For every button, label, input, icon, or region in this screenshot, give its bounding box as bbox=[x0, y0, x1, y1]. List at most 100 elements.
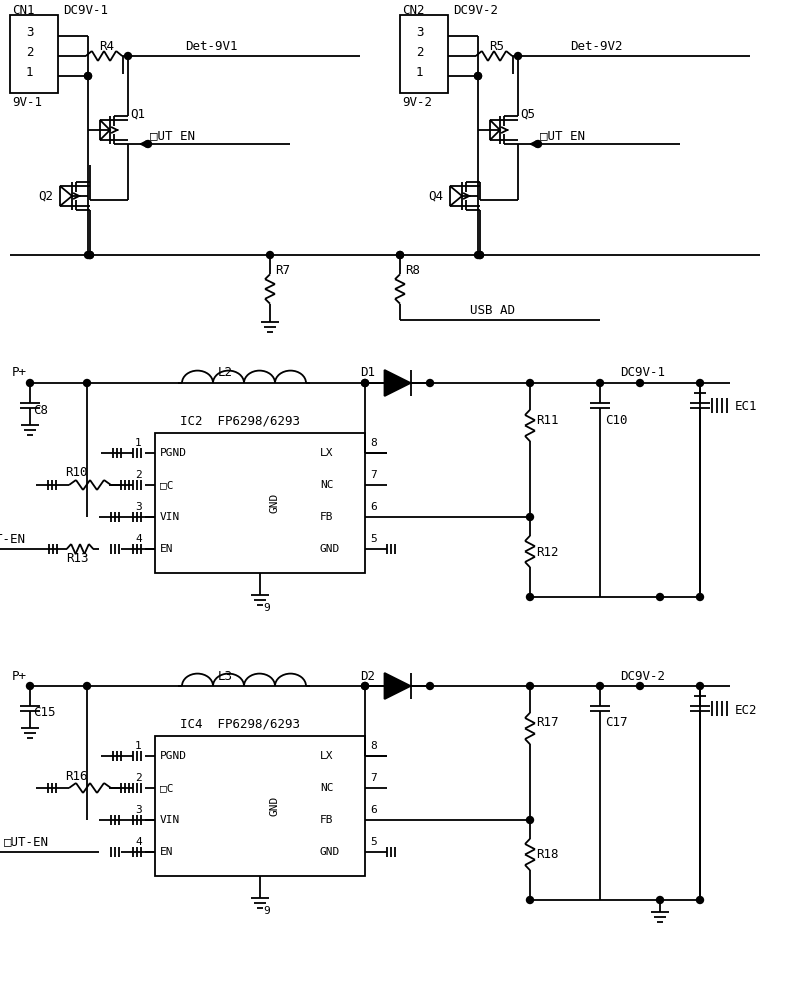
Circle shape bbox=[27, 379, 34, 386]
Text: □C: □C bbox=[160, 783, 173, 793]
Text: LX: LX bbox=[320, 448, 334, 458]
Circle shape bbox=[597, 379, 604, 386]
Circle shape bbox=[85, 251, 92, 258]
Text: R18: R18 bbox=[536, 848, 558, 861]
Text: EC2: EC2 bbox=[735, 704, 758, 716]
Text: VIN: VIN bbox=[160, 815, 181, 825]
Text: FB: FB bbox=[320, 815, 334, 825]
Text: EN: EN bbox=[160, 847, 173, 857]
Circle shape bbox=[85, 73, 92, 80]
Text: C15: C15 bbox=[33, 706, 56, 720]
Text: USB AD: USB AD bbox=[470, 304, 515, 316]
Circle shape bbox=[514, 52, 521, 60]
Text: R17: R17 bbox=[536, 716, 558, 730]
Circle shape bbox=[362, 682, 368, 690]
Text: 3: 3 bbox=[416, 26, 423, 39]
Circle shape bbox=[396, 251, 403, 258]
Circle shape bbox=[86, 251, 93, 258]
Text: C10: C10 bbox=[605, 414, 627, 426]
Text: Q4: Q4 bbox=[428, 190, 443, 202]
Text: 6: 6 bbox=[370, 502, 377, 512]
Circle shape bbox=[527, 379, 534, 386]
Text: GND: GND bbox=[320, 544, 340, 554]
Circle shape bbox=[266, 251, 273, 258]
Circle shape bbox=[597, 682, 604, 690]
Text: R12: R12 bbox=[536, 546, 558, 558]
Text: 2: 2 bbox=[135, 470, 142, 480]
Circle shape bbox=[396, 251, 403, 258]
Text: PGND: PGND bbox=[160, 448, 187, 458]
Text: R4: R4 bbox=[99, 39, 114, 52]
Text: R8: R8 bbox=[405, 263, 420, 276]
Circle shape bbox=[426, 682, 433, 690]
Circle shape bbox=[637, 682, 644, 690]
Circle shape bbox=[696, 593, 703, 600]
Circle shape bbox=[392, 682, 399, 690]
Text: EC1: EC1 bbox=[735, 400, 758, 414]
Text: NC: NC bbox=[320, 480, 334, 490]
Text: R5: R5 bbox=[489, 39, 504, 52]
Text: IC2  FP6298/6293: IC2 FP6298/6293 bbox=[180, 414, 300, 428]
Text: P+: P+ bbox=[12, 366, 27, 379]
Text: D1: D1 bbox=[360, 366, 375, 379]
Text: NC: NC bbox=[320, 783, 334, 793]
Circle shape bbox=[144, 140, 152, 147]
Circle shape bbox=[27, 682, 34, 690]
Polygon shape bbox=[490, 120, 500, 140]
Circle shape bbox=[86, 251, 93, 258]
Polygon shape bbox=[100, 120, 110, 140]
Text: Q5: Q5 bbox=[520, 107, 535, 120]
Text: L2: L2 bbox=[218, 366, 233, 379]
Text: GND: GND bbox=[270, 796, 280, 816]
Text: Det-9V2: Det-9V2 bbox=[570, 39, 623, 52]
Text: 1: 1 bbox=[135, 741, 142, 751]
Text: R10: R10 bbox=[65, 466, 87, 480]
Text: VIN: VIN bbox=[160, 512, 181, 522]
Text: Q2: Q2 bbox=[38, 190, 53, 202]
Text: CN2: CN2 bbox=[402, 3, 425, 16]
Text: □C: □C bbox=[160, 480, 173, 490]
Text: 2: 2 bbox=[416, 46, 423, 60]
Circle shape bbox=[656, 896, 663, 904]
Circle shape bbox=[426, 379, 433, 386]
Bar bbox=[155, 736, 365, 876]
Circle shape bbox=[392, 379, 399, 386]
Circle shape bbox=[656, 593, 663, 600]
Text: 4: 4 bbox=[135, 534, 142, 544]
Text: 1: 1 bbox=[26, 66, 34, 80]
Circle shape bbox=[527, 593, 534, 600]
Circle shape bbox=[637, 379, 644, 386]
Text: FB: FB bbox=[320, 512, 334, 522]
Text: DC9V-2: DC9V-2 bbox=[453, 3, 498, 16]
Text: D2: D2 bbox=[360, 670, 375, 682]
Polygon shape bbox=[450, 186, 462, 206]
Circle shape bbox=[696, 379, 703, 386]
Bar bbox=[10, 15, 58, 93]
Text: C17: C17 bbox=[605, 716, 627, 730]
Circle shape bbox=[527, 682, 534, 690]
Text: 5: 5 bbox=[370, 534, 377, 544]
Polygon shape bbox=[385, 370, 411, 396]
Text: IC4  FP6298/6293: IC4 FP6298/6293 bbox=[180, 718, 300, 730]
Bar bbox=[155, 433, 365, 573]
Text: R11: R11 bbox=[536, 414, 558, 426]
Text: 3: 3 bbox=[26, 26, 34, 39]
Text: CN1: CN1 bbox=[12, 3, 35, 16]
Circle shape bbox=[83, 379, 90, 386]
Circle shape bbox=[527, 514, 534, 520]
Text: R7: R7 bbox=[275, 263, 290, 276]
Text: R16: R16 bbox=[65, 770, 87, 782]
Text: 5: 5 bbox=[370, 837, 377, 847]
Text: GND: GND bbox=[270, 493, 280, 513]
Circle shape bbox=[476, 251, 484, 258]
Text: L3: L3 bbox=[218, 670, 233, 682]
Circle shape bbox=[527, 896, 534, 904]
Polygon shape bbox=[60, 186, 72, 206]
Text: Q1: Q1 bbox=[130, 107, 145, 120]
Circle shape bbox=[362, 379, 368, 386]
Circle shape bbox=[83, 682, 90, 690]
Text: □UT EN: □UT EN bbox=[150, 129, 195, 142]
Text: C8: C8 bbox=[33, 403, 48, 416]
Circle shape bbox=[535, 140, 542, 147]
Text: 8: 8 bbox=[370, 741, 377, 751]
